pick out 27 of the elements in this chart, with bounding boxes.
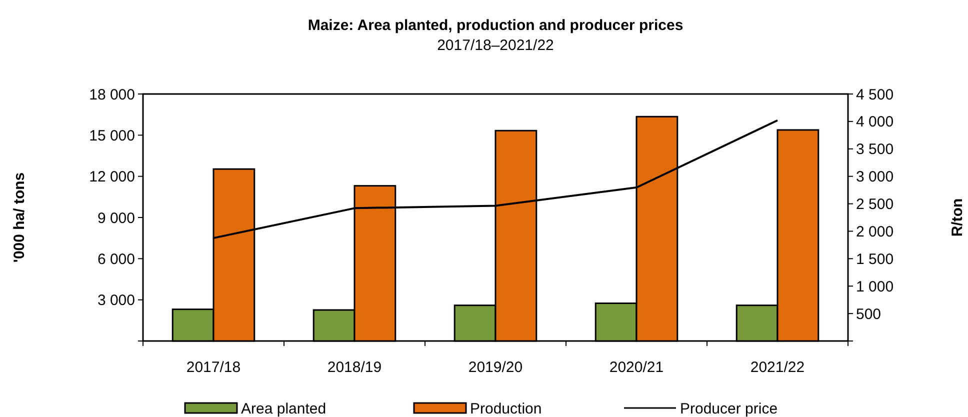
y2-axis-title: R/ton bbox=[949, 198, 966, 237]
y-tick-label: 18 000 bbox=[89, 86, 135, 104]
legend-label: Producer price bbox=[680, 400, 778, 417]
y-tick-label: 9 000 bbox=[97, 210, 135, 227]
y2-tick-label: 1 000 bbox=[856, 278, 894, 296]
y2-tick-label: 2 000 bbox=[856, 223, 894, 240]
y2-tick-label: 2 500 bbox=[856, 196, 894, 214]
y-axis-title: '000 ha/ tons bbox=[11, 172, 28, 263]
x-tick-label: 2019/20 bbox=[468, 359, 523, 376]
y-tick-label: 3 000 bbox=[97, 292, 135, 310]
y2-tick-label: 1 500 bbox=[856, 250, 894, 268]
x-tick-label: 2017/18 bbox=[186, 359, 241, 376]
x-tick-label: 2018/19 bbox=[327, 359, 382, 376]
x-tick-label: 2020/21 bbox=[609, 359, 664, 376]
y-tick-label: 15 000 bbox=[89, 127, 135, 144]
y2-tick-label: 4 500 bbox=[856, 86, 894, 104]
chart-title: Maize: Area planted, production and producer prices bbox=[308, 17, 684, 34]
x-tick-label: 2021/22 bbox=[750, 359, 805, 376]
y2-tick-label: 3 000 bbox=[856, 168, 894, 186]
y-tick-label: 12 000 bbox=[89, 168, 135, 186]
chart-subtitle: 2017/18–2021/22 bbox=[437, 37, 554, 54]
y2-tick-label: 500 bbox=[856, 306, 882, 323]
y2-tick-label: 4 000 bbox=[856, 114, 894, 131]
legend-label: Area planted bbox=[241, 400, 326, 417]
y2-tick-label: 3 500 bbox=[856, 141, 894, 158]
legend-label: Production bbox=[470, 400, 542, 417]
y-tick-label: 6 000 bbox=[97, 250, 135, 268]
